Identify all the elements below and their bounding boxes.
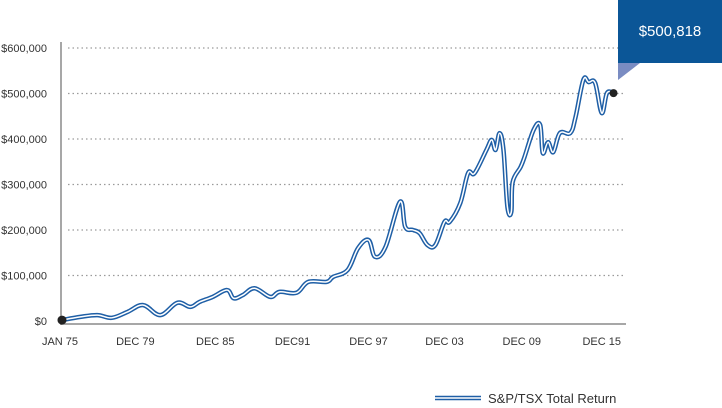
callout-box bbox=[618, 0, 722, 63]
callout-tail bbox=[618, 63, 640, 80]
data-points bbox=[62, 80, 614, 320]
y-tick-label: $100,000 bbox=[1, 271, 47, 283]
value-callout: $500,818 bbox=[618, 0, 722, 80]
start-marker bbox=[57, 315, 67, 325]
end-marker bbox=[609, 89, 618, 98]
x-tick-label: DEC91 bbox=[275, 336, 310, 348]
y-tick-label: $300,000 bbox=[1, 180, 47, 192]
legend: S&P/TSX Total Return bbox=[435, 391, 616, 406]
y-tick-label: $500,000 bbox=[1, 89, 47, 101]
x-tick-label: DEC 97 bbox=[349, 336, 388, 348]
x-tick-label: DEC 03 bbox=[425, 336, 464, 348]
legend-label: S&P/TSX Total Return bbox=[488, 391, 616, 406]
x-axis-ticks: JAN 75 DEC 79 DEC 85 DEC91 DEC 97 DEC 03 DEC 0… bbox=[42, 336, 621, 348]
y-tick-label: $200,000 bbox=[1, 225, 47, 237]
gridlines bbox=[68, 47, 626, 277]
y-tick-label: $400,000 bbox=[1, 134, 47, 146]
x-tick-label: DEC 85 bbox=[196, 336, 235, 348]
x-tick-label: JAN 75 bbox=[42, 336, 78, 348]
x-tick-label: DEC 09 bbox=[503, 336, 542, 348]
series-line-sp-tsx-total-return bbox=[61, 75, 615, 323]
x-tick-label: DEC 79 bbox=[116, 336, 155, 348]
series-line-inner bbox=[61, 76, 614, 321]
y-tick-label: $600,000 bbox=[1, 43, 47, 55]
y-tick-label: $0 bbox=[35, 316, 47, 328]
x-tick-label: DEC 15 bbox=[582, 336, 621, 348]
y-axis-ticks: $0 $100,000 $200,000 $300,000 $400,000 $500,0… bbox=[1, 43, 47, 328]
callout-value: $500,818 bbox=[639, 23, 702, 40]
